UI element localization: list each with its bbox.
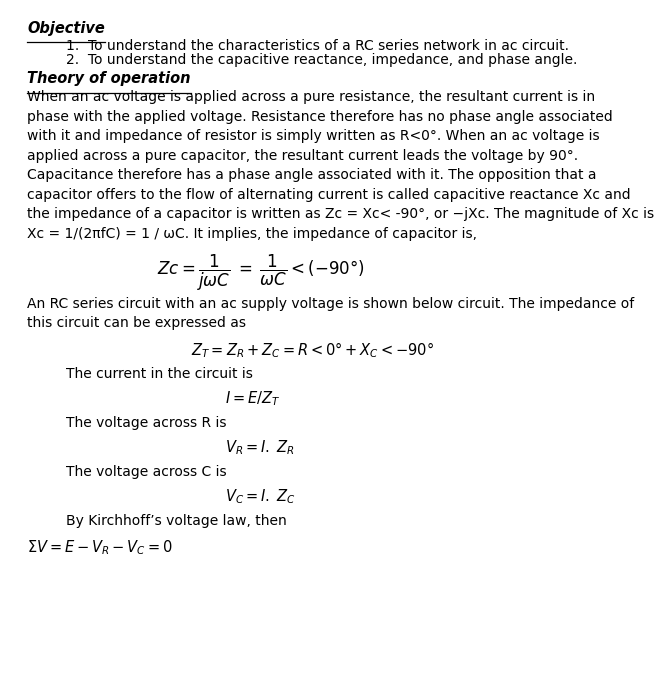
Text: Objective: Objective — [27, 21, 105, 36]
Text: When an ac voltage is applied across a pure resistance, the resultant current is: When an ac voltage is applied across a p… — [27, 91, 595, 104]
Text: with it and impedance of resistor is simply written as R<0°. When an ac voltage : with it and impedance of resistor is sim… — [27, 129, 600, 143]
Text: By Kirchhoff’s voltage law, then: By Kirchhoff’s voltage law, then — [66, 514, 286, 528]
Text: $V_C = I.\; Z_C$: $V_C = I.\; Z_C$ — [225, 487, 295, 506]
Text: Xᴄ = 1/(2πfC) = 1 / ωC. It implies, the impedance of capacitor is,: Xᴄ = 1/(2πfC) = 1 / ωC. It implies, the … — [27, 227, 477, 241]
Text: An RC series circuit with an ac supply voltage is shown below circuit. The imped: An RC series circuit with an ac supply v… — [27, 297, 634, 311]
Text: The voltage across C is: The voltage across C is — [66, 465, 226, 479]
Text: the impedance of a capacitor is written as Zc = Xᴄ< -90°, or −jXᴄ. The magnitude: the impedance of a capacitor is written … — [27, 207, 654, 221]
Text: The current in the circuit is: The current in the circuit is — [66, 367, 253, 381]
Text: $\Sigma V = E - V_R - V_C = 0$: $\Sigma V = E - V_R - V_C = 0$ — [27, 538, 173, 557]
Text: 2.  To understand the capacitive reactance, impedance, and phase angle.: 2. To understand the capacitive reactanc… — [66, 52, 577, 67]
Text: applied across a pure capacitor, the resultant current leads the voltage by 90°.: applied across a pure capacitor, the res… — [27, 148, 578, 163]
Text: $I = E / Z_T$: $I = E / Z_T$ — [225, 389, 280, 408]
Text: $Z_T = Z_R + Z_C = R<0° + X_C<-90°$: $Z_T = Z_R + Z_C = R<0° + X_C<-90°$ — [191, 340, 434, 360]
Text: The voltage across R is: The voltage across R is — [66, 416, 226, 430]
Text: $V_R = I.\; Z_R$: $V_R = I.\; Z_R$ — [225, 438, 294, 457]
Text: $Zc = \dfrac{1}{j\omega C} \;=\; \dfrac{1}{\omega C} < (-90°)$: $Zc = \dfrac{1}{j\omega C} \;=\; \dfrac{… — [156, 253, 364, 294]
Text: Capacitance therefore has a phase angle associated with it. The opposition that : Capacitance therefore has a phase angle … — [27, 168, 597, 183]
Text: 1.  To understand the characteristics of a RC series network in ac circuit.: 1. To understand the characteristics of … — [66, 39, 569, 53]
Text: phase with the applied voltage. Resistance therefore has no phase angle associat: phase with the applied voltage. Resistan… — [27, 110, 613, 124]
Text: capacitor offers to the flow of alternating current is called capacitive reactan: capacitor offers to the flow of alternat… — [27, 188, 631, 202]
Text: Theory of operation: Theory of operation — [27, 72, 191, 86]
Text: this circuit can be expressed as: this circuit can be expressed as — [27, 316, 246, 330]
